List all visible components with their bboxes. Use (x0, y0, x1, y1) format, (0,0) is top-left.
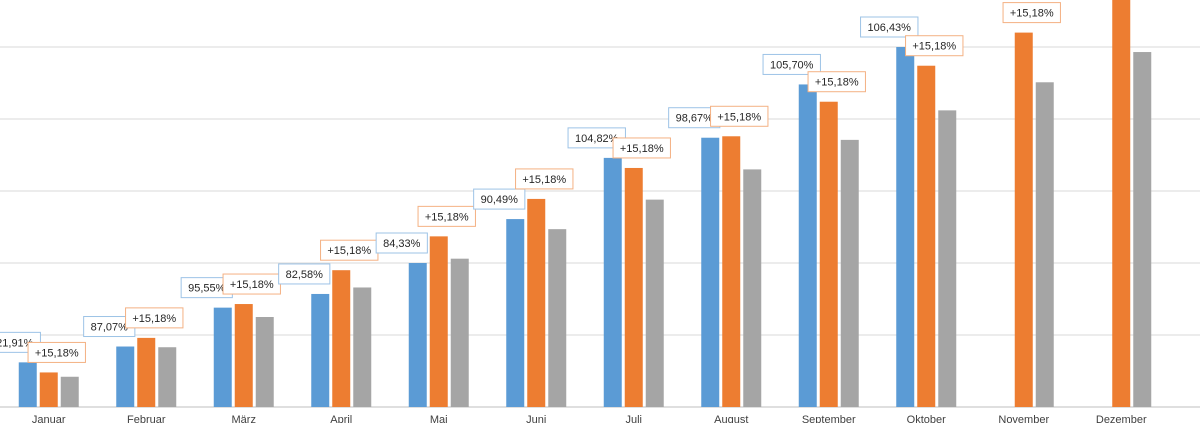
x-tick-label: Dezember (1096, 414, 1147, 423)
bar (60, 376, 79, 407)
data-label: +15,18% (717, 111, 761, 123)
data-label: 121,91% (0, 337, 34, 349)
bar (603, 157, 622, 407)
bar (840, 139, 859, 407)
data-label-box (860, 16, 919, 38)
bar (450, 258, 469, 407)
x-tick-label: April (330, 414, 352, 423)
bar (116, 346, 135, 407)
bar (506, 219, 525, 407)
bar (548, 229, 567, 407)
data-label-box (1002, 2, 1061, 24)
data-label: +15,18% (815, 77, 859, 89)
bar (1112, 0, 1131, 407)
data-label-box (807, 71, 866, 93)
data-label: +15,18% (620, 143, 664, 155)
data-label-box (375, 232, 428, 254)
data-label: 106,43% (868, 22, 912, 34)
data-label: 95,55% (188, 283, 226, 295)
data-label-box (125, 307, 184, 329)
x-tick-label: September (802, 414, 856, 423)
bar (896, 47, 915, 407)
x-tick-label: März (232, 414, 256, 423)
data-label-box (417, 205, 476, 227)
data-label: 90,49% (481, 194, 519, 206)
bar (234, 304, 253, 407)
x-tick-label: November (998, 414, 1049, 423)
bar (645, 199, 664, 407)
bar (1035, 82, 1054, 407)
bar (527, 198, 546, 407)
data-label: +15,18% (327, 245, 371, 257)
data-label: +15,18% (912, 41, 956, 53)
bar (429, 236, 448, 407)
x-tick-label: Juni (526, 414, 546, 423)
data-label: 104,82% (575, 133, 619, 145)
bar (624, 167, 643, 407)
bar (722, 136, 741, 407)
bar (137, 337, 156, 407)
x-tick-label: Februar (127, 414, 166, 423)
bar (332, 270, 351, 407)
data-label: +15,18% (132, 313, 176, 325)
bar (158, 347, 177, 407)
data-label: 82,58% (286, 269, 324, 281)
bar (798, 84, 817, 407)
bar (917, 65, 936, 407)
x-tick-label: Juli (625, 414, 642, 423)
data-label: 84,33% (383, 238, 421, 250)
data-label: 98,67% (676, 113, 714, 125)
data-label: +15,18% (425, 211, 469, 223)
bar (18, 362, 37, 407)
data-label-box (278, 263, 331, 285)
data-label-box (27, 341, 86, 363)
data-label: +15,18% (35, 347, 79, 359)
bar (743, 169, 762, 407)
data-label-box (612, 137, 671, 159)
data-label-box (515, 168, 574, 190)
data-label-box (710, 105, 769, 127)
bar (819, 101, 838, 407)
bar (408, 263, 427, 407)
bar (213, 307, 232, 407)
data-label: +15,18% (230, 279, 274, 291)
x-tick-label: Oktober (907, 414, 946, 423)
bar (938, 110, 957, 408)
bar (1014, 32, 1033, 407)
data-label-box (762, 53, 821, 75)
bar (311, 293, 330, 407)
data-label-box (473, 188, 526, 210)
data-label-box (905, 35, 964, 57)
bar (701, 137, 720, 407)
bar (353, 287, 372, 407)
bar (1133, 52, 1152, 407)
bar (39, 372, 58, 407)
bar (255, 317, 274, 407)
data-label: +15,18% (1010, 8, 1054, 20)
data-label: +15,18% (522, 174, 566, 186)
data-label: 87,07% (91, 322, 129, 334)
x-tick-label: Mai (430, 414, 448, 423)
data-label: 105,70% (770, 59, 814, 71)
x-tick-label: August (714, 414, 748, 423)
x-tick-label: Januar (32, 414, 66, 423)
